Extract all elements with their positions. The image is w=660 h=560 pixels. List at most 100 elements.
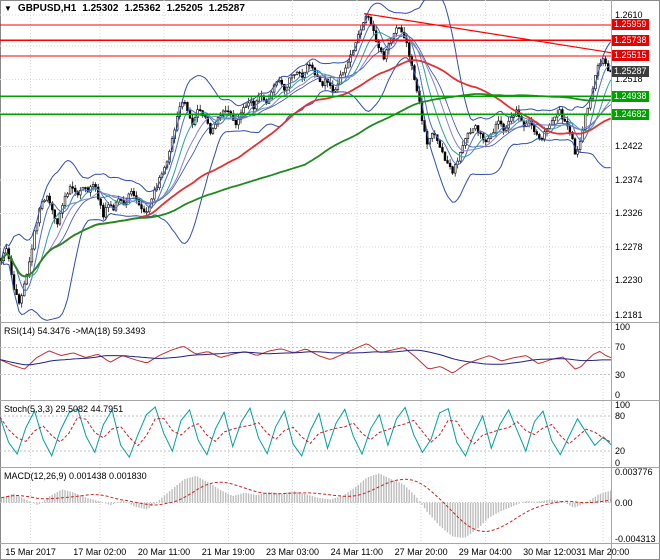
high-value: 1.25362	[124, 3, 161, 14]
time-axis-label: 27 Mar 20:00	[394, 547, 448, 557]
candle-body	[331, 85, 334, 92]
macd-panel[interactable]: 0.003776 0.00 -0.004313 MACD(12,26,9) 0.00…	[0, 467, 660, 544]
candle-body	[535, 131, 539, 135]
time-axis-label: 31 Mar 20:00	[576, 547, 630, 557]
main-chart-panel[interactable]: 1.2610 1.2518 1.2422 1.2374 1.2326 1.2278 1.22…	[0, 0, 660, 322]
candle-body	[601, 58, 605, 64]
candle-body	[130, 191, 133, 195]
candle-body	[374, 30, 378, 42]
candle-body	[48, 195, 51, 204]
candle-body	[25, 273, 28, 285]
stoch-axis-tick: 100	[615, 400, 631, 410]
main-chart-plot[interactable]	[0, 0, 612, 322]
stochastic-plot[interactable]	[0, 401, 612, 467]
support-price-label[interactable]: 1.24682	[612, 108, 649, 120]
candle-body	[242, 107, 245, 114]
candle-body	[153, 189, 156, 200]
candle-body	[385, 49, 388, 60]
descending-trendline[interactable]	[364, 13, 612, 54]
candle-body	[186, 102, 189, 112]
stochastic-indicator-label: Stoch(5,3,3) 29.5082 44.7951	[4, 404, 124, 414]
candle-body	[35, 222, 39, 232]
candle-body	[227, 110, 230, 113]
candle-body	[15, 289, 18, 295]
candle-body	[321, 81, 324, 86]
resistance-price-label[interactable]: 1.25959	[612, 19, 649, 31]
rsi-plot[interactable]	[0, 323, 612, 400]
price-axis[interactable]: 1.2610 1.2518 1.2422 1.2374 1.2326 1.2278 1.22…	[611, 0, 660, 322]
price-axis-tick: 1.2181	[615, 309, 643, 320]
rsi-axis[interactable]: 100 70 30 0	[611, 323, 660, 400]
candle-body	[102, 204, 105, 218]
macd-axis-tick: 0.00	[615, 497, 633, 508]
rsi-panel[interactable]: 100 70 30 0 RSI(14) 54.3476 ->MA(18) 59.349…	[0, 322, 660, 400]
candle-body	[494, 123, 498, 133]
symbol-label: GBPUSD,H1	[17, 3, 77, 14]
stochastic-axis[interactable]: 100 80 20 0	[611, 400, 660, 468]
candle-body	[104, 207, 108, 218]
macd-axis-tick: -0.004313	[615, 534, 656, 544]
stoch-axis-tick: 20	[615, 446, 626, 457]
candle-body	[295, 71, 299, 75]
candle-body	[298, 71, 301, 74]
candle-body	[504, 127, 508, 131]
candle-body	[209, 123, 212, 134]
candle-body	[237, 119, 240, 126]
candle-body	[114, 201, 118, 211]
stoch-axis-tick: 0	[615, 458, 621, 468]
candle-body	[318, 76, 322, 83]
stochastic-panel[interactable]: 100 80 20 0 Stoch(5,3,3) 29.5082 44.7951	[0, 400, 660, 468]
candle-body	[540, 138, 544, 140]
candle-body	[430, 133, 434, 139]
rsi-axis-tick: 70	[615, 342, 626, 353]
candle-body	[45, 195, 49, 201]
candle-body	[553, 116, 556, 121]
stoch-d-line	[0, 416, 612, 447]
candle-body	[471, 128, 475, 133]
candle-body	[91, 184, 95, 188]
candle-body	[107, 204, 110, 208]
candle-body	[137, 199, 141, 206]
fast-ma-2	[0, 32, 612, 277]
time-axis-label: 21 Mar 19:00	[201, 547, 255, 557]
support-price-label[interactable]: 1.24938	[612, 90, 649, 102]
candle-body	[140, 204, 143, 210]
candle-body	[221, 110, 225, 116]
candle-body	[395, 27, 398, 34]
candle-body	[63, 196, 67, 206]
candle-body	[148, 206, 151, 213]
candle-body	[99, 198, 102, 206]
candle-body	[438, 140, 442, 148]
resistance-price-label[interactable]: 1.25738	[612, 34, 649, 46]
macd-plot[interactable]	[0, 468, 612, 543]
fast-ma-1	[0, 23, 611, 291]
bollinger-middle-band	[0, 35, 611, 277]
candle-body	[216, 117, 220, 125]
candle-body	[484, 139, 487, 143]
macd-axis[interactable]: 0.003776 0.00 -0.004313	[611, 468, 660, 544]
candle-body	[306, 64, 309, 73]
candle-body	[474, 125, 477, 130]
chart-title: ▼ GBPUSD,H1 1.25302 1.25362 1.25205 1.25…	[4, 3, 251, 14]
resistance-price-label[interactable]: 1.25515	[612, 50, 649, 62]
time-axis[interactable]: 15 Mar 2017 17 Mar 02:00 20 Mar 11:00 21 Ma…	[0, 543, 660, 560]
price-axis-tick: 1.2374	[615, 174, 643, 185]
price-axis-tick: 1.2230	[615, 275, 643, 286]
chart-menu-icon[interactable]: ▼	[4, 3, 12, 13]
candle-body	[336, 83, 340, 90]
candle-body	[367, 16, 370, 18]
candle-body	[20, 295, 23, 304]
candle-body	[497, 120, 500, 125]
candle-body	[33, 230, 36, 250]
time-axis-label: 24 Mar 11:00	[330, 547, 383, 557]
rsi-ma-line	[0, 349, 612, 366]
candle-body	[214, 124, 217, 129]
time-axis-label: 17 Mar 02:00	[73, 547, 127, 557]
candle-body	[408, 42, 411, 57]
candle-body	[563, 118, 567, 122]
candle-body	[476, 125, 480, 134]
price-axis-tick: 1.2326	[615, 208, 643, 219]
time-axis-label: 20 Mar 11:00	[137, 547, 191, 557]
bollinger-upper-band	[0, 0, 612, 261]
